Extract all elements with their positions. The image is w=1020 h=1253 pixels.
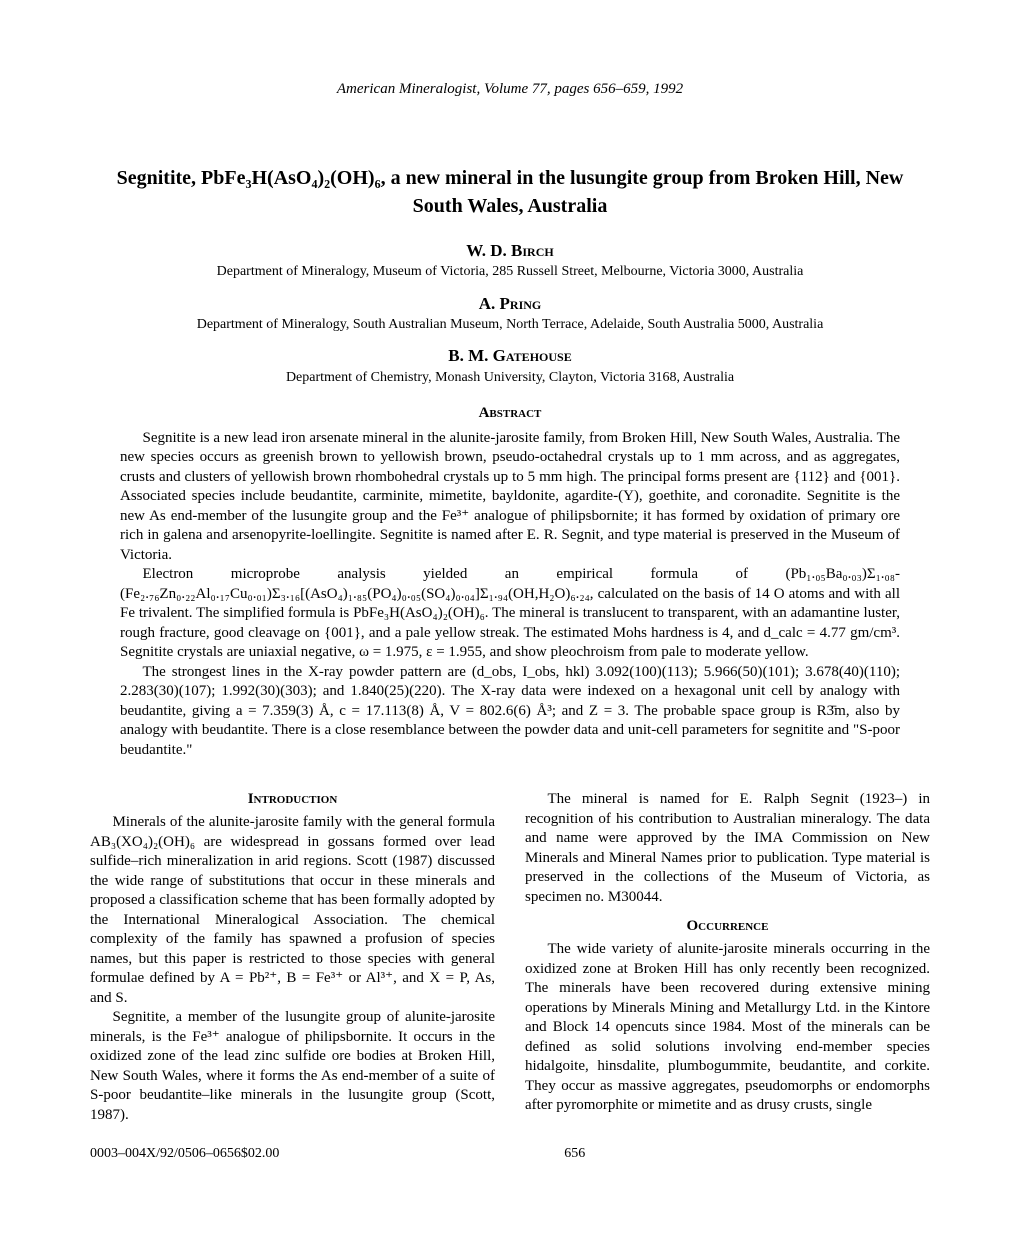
occurrence-para: The wide variety of alunite-jarosite min… <box>525 940 930 1116</box>
abstract-block: Segnitite is a new lead iron arsenate mi… <box>120 429 900 761</box>
page-number: 656 <box>564 1145 585 1163</box>
introduction-heading: Introduction <box>90 790 495 809</box>
author-affiliation-1: Department of Mineralogy, Museum of Vict… <box>90 263 930 281</box>
abstract-para-1: Segnitite is a new lead iron arsenate mi… <box>120 429 900 566</box>
naming-para: The mineral is named for E. Ralph Segnit… <box>525 790 930 907</box>
abstract-para-2: Electron microprobe analysis yielded an … <box>120 565 900 663</box>
abstract-para-3: The strongest lines in the X-ray powder … <box>120 663 900 761</box>
author-name-3: B. M. Gatehouse <box>90 345 930 366</box>
author-affiliation-3: Department of Chemistry, Monash Universi… <box>90 369 930 387</box>
left-column: Introduction Minerals of the alunite-jar… <box>90 790 495 1125</box>
right-column: The mineral is named for E. Ralph Segnit… <box>525 790 930 1125</box>
page-footer: 0003–004X/92/0506–0656$02.00 656 <box>90 1145 930 1163</box>
article-title: Segnitite, PbFe₃H(AsO₄)₂(OH)₆, a new min… <box>90 164 930 220</box>
author-name-1: W. D. Birch <box>90 240 930 261</box>
intro-para-1: Minerals of the alunite-jarosite family … <box>90 813 495 1008</box>
abstract-heading: Abstract <box>90 404 930 423</box>
author-affiliation-2: Department of Mineralogy, South Australi… <box>90 316 930 334</box>
intro-para-2: Segnitite, a member of the lusungite gro… <box>90 1008 495 1125</box>
footer-issn: 0003–004X/92/0506–0656$02.00 <box>90 1145 279 1163</box>
body-columns: Introduction Minerals of the alunite-jar… <box>90 790 930 1125</box>
occurrence-heading: Occurrence <box>525 917 930 936</box>
journal-header: American Mineralogist, Volume 77, pages … <box>90 80 930 99</box>
author-name-2: A. Pring <box>90 293 930 314</box>
